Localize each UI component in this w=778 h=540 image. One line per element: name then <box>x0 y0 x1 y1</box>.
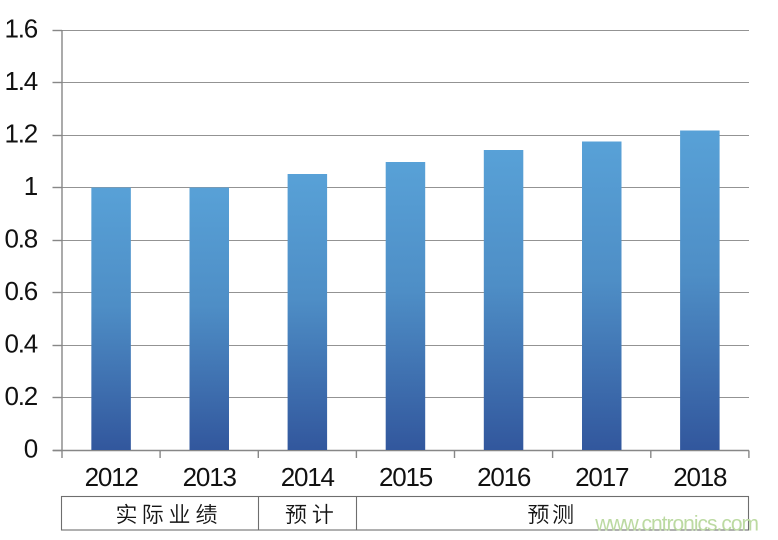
svg-text:0.8: 0.8 <box>4 224 37 254</box>
svg-text:2014: 2014 <box>281 462 335 492</box>
svg-text:2017: 2017 <box>575 462 629 492</box>
svg-text:0: 0 <box>24 434 38 464</box>
svg-text:2012: 2012 <box>85 462 139 492</box>
svg-text:2015: 2015 <box>379 462 433 492</box>
svg-text:0.4: 0.4 <box>4 329 37 359</box>
svg-text:0.6: 0.6 <box>4 276 37 306</box>
svg-text:1.2: 1.2 <box>4 119 37 149</box>
svg-text:2013: 2013 <box>183 462 237 492</box>
svg-text:2018: 2018 <box>673 462 727 492</box>
svg-text:1: 1 <box>24 171 38 201</box>
svg-text:0.2: 0.2 <box>4 381 37 411</box>
svg-text:2016: 2016 <box>477 462 531 492</box>
svg-text:www.cntronics.com: www.cntronics.com <box>594 513 758 536</box>
svg-text:1.4: 1.4 <box>4 66 37 96</box>
svg-text:1.6: 1.6 <box>4 14 37 44</box>
